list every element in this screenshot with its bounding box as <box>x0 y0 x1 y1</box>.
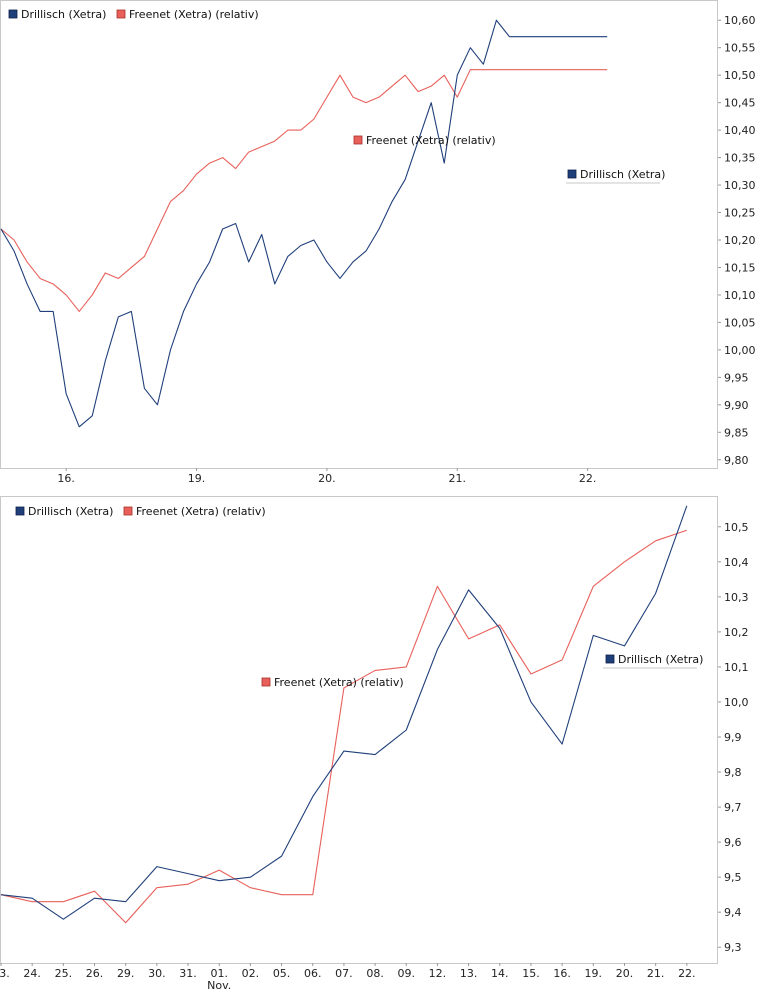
x-tick-label: 20. <box>318 472 336 485</box>
y-tick-label: 10,00 <box>724 344 756 357</box>
x-tick-label: 15. <box>522 967 540 980</box>
annotation-drillisch: Drillisch (Xetra) <box>566 168 665 184</box>
y-tick-label: 9,5 <box>724 871 742 884</box>
y-tick-label: 9,80 <box>724 454 749 467</box>
y-tick-label: 10,20 <box>724 234 756 247</box>
annotation-label-drillisch: Drillisch (Xetra) <box>618 653 703 666</box>
annotation-label-freenet: Freenet (Xetra) (relativ) <box>274 676 404 689</box>
annotation-swatch-freenet <box>353 135 363 145</box>
x-axis-ticks: 16. 19. 20. 21. 22. <box>57 472 596 485</box>
legend-label-freenet: Freenet (Xetra) (relativ) <box>129 8 259 21</box>
y-tick-label: 9,9 <box>724 731 742 744</box>
annotation-label-freenet: Freenet (Xetra) (relativ) <box>366 134 496 147</box>
grid <box>0 526 721 966</box>
y-tick-label: 10,25 <box>724 207 756 220</box>
legend-swatch-freenet <box>123 506 133 516</box>
x-tick-label: 02. <box>242 967 260 980</box>
y-tick-label: 10,40 <box>724 124 756 137</box>
x-tick-label: 07. <box>335 967 353 980</box>
intraday-chart: 10,60 10,55 10,50 10,45 10,40 10,35 10,30 10,25… <box>0 0 756 485</box>
y-tick-label: 9,4 <box>724 906 742 919</box>
annotation-label-drillisch: Drillisch (Xetra) <box>580 168 665 181</box>
series-line-drillisch <box>0 19 608 428</box>
legend-label-drillisch: Drillisch (Xetra) <box>21 8 106 21</box>
x-tick-label: 14. <box>491 967 509 980</box>
y-tick-label: 10,5 <box>724 521 749 534</box>
x-tick-label: 30. <box>148 967 166 980</box>
y-tick-label: 10,2 <box>724 626 749 639</box>
x-tick-label: 13. <box>460 967 478 980</box>
x-tick-label: 19. <box>188 472 206 485</box>
annotation-swatch-drillisch <box>605 654 615 664</box>
x-sub-label: Nov. <box>207 979 231 992</box>
legend-swatch-drillisch <box>8 9 18 19</box>
y-axis-ticks: 10,60 10,55 10,50 10,45 10,40 10,35 10,30 10,25… <box>724 14 756 467</box>
y-tick-label: 10,50 <box>724 69 756 82</box>
x-tick-label: 22. <box>579 472 597 485</box>
legend-swatch-freenet <box>116 9 126 19</box>
grid <box>65 19 721 471</box>
y-tick-label: 10,45 <box>724 97 756 110</box>
y-tick-label: 10,10 <box>724 289 756 302</box>
x-tick-label: 12. <box>429 967 447 980</box>
annotation-swatch-freenet <box>261 677 271 687</box>
y-tick-label: 10,60 <box>724 14 756 27</box>
series-line-freenet <box>0 69 608 312</box>
x-axis-ticks: 23. 24. 25. 26. 29. 30. 31. 01. 02. 05. 06. 07. 08. 0… <box>0 967 696 992</box>
annotation-swatch-drillisch <box>567 169 577 179</box>
series-line-freenet <box>0 529 688 924</box>
y-tick-label: 10,0 <box>724 696 749 709</box>
annotation-freenet: Freenet (Xetra) (relativ) <box>261 676 404 689</box>
series-group <box>0 505 688 924</box>
x-tick-label: 09. <box>398 967 416 980</box>
y-tick-label: 10,3 <box>724 591 749 604</box>
x-tick-label: 08. <box>366 967 384 980</box>
y-tick-label: 10,4 <box>724 556 749 569</box>
y-axis-ticks: 10,5 10,4 10,3 10,2 10,1 10,0 9,9 9,8 9,7 9,6 9,5 9… <box>724 521 749 954</box>
x-tick-label: 24. <box>23 967 41 980</box>
x-tick-label: 05. <box>273 967 291 980</box>
annotation-freenet: Freenet (Xetra) (relativ) <box>353 134 496 147</box>
monthly-chart: 10,5 10,4 10,3 10,2 10,1 10,0 9,9 9,8 9,7 9,6 9,5 9… <box>0 496 749 992</box>
annotation-drillisch: Drillisch (Xetra) <box>603 653 703 669</box>
y-tick-label: 10,55 <box>724 42 756 55</box>
x-tick-label: 21. <box>449 472 467 485</box>
x-tick-label: 16. <box>553 967 571 980</box>
x-tick-label: 21. <box>647 967 665 980</box>
x-tick-label: 22. <box>678 967 696 980</box>
x-tick-label: 01. <box>210 967 228 980</box>
legend-label-freenet: Freenet (Xetra) (relativ) <box>136 505 266 518</box>
legend: Drillisch (Xetra) Freenet (Xetra) (relat… <box>15 505 266 518</box>
x-tick-label: 20. <box>616 967 634 980</box>
y-tick-label: 9,6 <box>724 836 742 849</box>
legend-swatch-drillisch <box>15 506 25 516</box>
plot-frame <box>0 496 718 964</box>
series-group <box>0 19 608 428</box>
y-tick-label: 10,35 <box>724 152 756 165</box>
y-tick-label: 9,7 <box>724 801 742 814</box>
y-tick-label: 9,95 <box>724 371 749 384</box>
x-tick-label: 06. <box>304 967 322 980</box>
plot-frame <box>0 0 718 469</box>
x-tick-label: 25. <box>55 967 73 980</box>
legend-label-drillisch: Drillisch (Xetra) <box>28 505 113 518</box>
y-tick-label: 10,05 <box>724 316 756 329</box>
x-tick-label: 31. <box>179 967 197 980</box>
y-tick-label: 9,8 <box>724 766 742 779</box>
x-tick-label: 29. <box>117 967 135 980</box>
legend: Drillisch (Xetra) Freenet (Xetra) (relat… <box>8 8 259 21</box>
x-tick-label: 23. <box>0 967 10 980</box>
x-tick-label: 26. <box>86 967 104 980</box>
y-tick-label: 9,90 <box>724 399 749 412</box>
y-tick-label: 9,3 <box>724 941 742 954</box>
series-line-drillisch <box>0 505 688 920</box>
y-tick-label: 9,85 <box>724 426 749 439</box>
y-tick-label: 10,30 <box>724 179 756 192</box>
y-tick-label: 10,1 <box>724 661 749 674</box>
y-tick-label: 10,15 <box>724 261 756 274</box>
x-tick-label: 19. <box>585 967 603 980</box>
x-tick-label: 16. <box>57 472 75 485</box>
